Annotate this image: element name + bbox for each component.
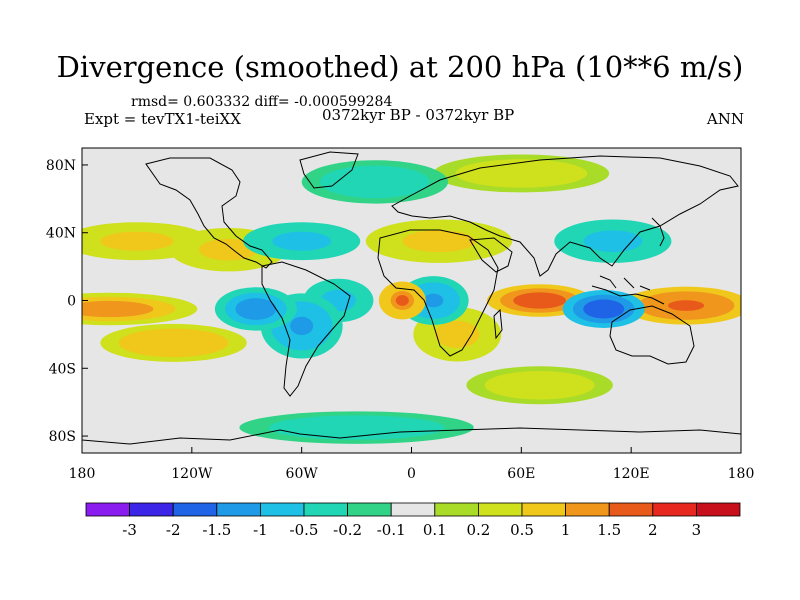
divergence-cell (466, 366, 613, 405)
contour-band (354, 175, 396, 188)
contour-band (668, 300, 705, 311)
contour-band (153, 337, 195, 349)
contour-band (84, 304, 135, 314)
plot-title: Divergence (smoothed) at 200 hPa (10**6 … (56, 50, 744, 84)
colorbar-label: -0.2 (333, 521, 362, 539)
x-axis: 180 120W 60W 0 60E 120E 180 (69, 447, 755, 482)
contour-band (423, 293, 444, 308)
colorbar-label: -1.5 (202, 521, 231, 539)
divergence-cell (554, 219, 672, 263)
colorbar-swatch (696, 502, 741, 517)
colorbar-label: 1 (561, 521, 571, 539)
coastline-japan (651, 217, 665, 247)
x-tick-label: 0 (407, 466, 416, 482)
divergence-cell (621, 286, 741, 325)
y-tick-label: 40N (46, 226, 76, 242)
contour-band (592, 303, 616, 315)
y-tick-label: 80S (49, 429, 76, 445)
colorbar-swatch (521, 502, 566, 517)
colorbar-swatch (390, 502, 436, 517)
colorbar-label: 2 (648, 521, 658, 539)
colorbar-swatch (565, 502, 610, 517)
colorbar-swatch (608, 502, 654, 517)
coastline-greenland (299, 151, 359, 189)
x-tick-label: 180 (69, 466, 96, 482)
divergence-cell (239, 411, 474, 444)
colorbar-label: -0.1 (377, 521, 406, 539)
colorbar-swatch (259, 502, 305, 517)
coastline-eurasia (391, 155, 739, 277)
colorbar-swatch (129, 502, 174, 517)
x-tick-label: 120W (171, 466, 213, 482)
contour-band (290, 316, 314, 336)
contour-band (496, 168, 546, 179)
divergence-cell (378, 281, 426, 320)
divergence-cell (243, 222, 361, 261)
colorbar-label: 0.5 (510, 521, 534, 539)
colorbar-label: 0.2 (466, 521, 490, 539)
coastline-antarctica (82, 427, 741, 445)
colorbar-label: -0.5 (290, 521, 319, 539)
season-label: ANN (706, 110, 744, 128)
coastline-south-america (261, 261, 351, 397)
colorbar-label: -1 (253, 521, 268, 539)
y-tick-label: 40S (49, 361, 76, 377)
y-tick-label: 80N (46, 158, 76, 174)
colorbar-label: 1.5 (597, 521, 621, 539)
colorbar-swatch (216, 502, 261, 517)
colorbar-swatch (477, 502, 523, 517)
colorbar: -3 -2 -1.5 -1 -0.5 -0.2 -0.1 0.1 0.2 0.5 1 1.5 2 3 (85, 502, 741, 539)
colorbar-swatch (85, 502, 130, 517)
y-axis: 80N 40N 0 40S 80S (46, 158, 88, 445)
x-tick-label: 60W (286, 466, 319, 482)
contour-band (244, 302, 268, 316)
divergence-cell (82, 292, 198, 326)
x-tick-label: 60E (507, 466, 535, 482)
stats-text: rmsd= 0.603332 diff= -0.000599284 (131, 94, 393, 110)
x-tick-label: 180 (728, 466, 755, 482)
contour-band (323, 423, 390, 433)
contour-band (116, 235, 158, 247)
divergence-cell (433, 154, 610, 193)
coastline-madagascar (493, 308, 503, 340)
divergence-cell (365, 219, 513, 263)
contour-band (596, 235, 630, 248)
coastlines (82, 151, 741, 445)
coastline-australia (609, 305, 695, 365)
divergence-field (82, 148, 741, 453)
divergence-cell (214, 287, 297, 331)
colorbar-label: -2 (166, 521, 181, 539)
divergence-cell (82, 222, 211, 261)
colorbar-swatch (347, 502, 392, 517)
colorbar-label: 0.1 (423, 521, 447, 539)
coastline-arabia (469, 237, 513, 273)
colorbar-swatch (303, 502, 348, 517)
divergence-cell (562, 289, 645, 328)
x-tick-label: 120E (613, 466, 650, 482)
contour-band (285, 235, 319, 247)
coastline-africa (377, 229, 499, 357)
colorbar-label: 3 (692, 521, 702, 539)
colorbar-swatch (172, 502, 218, 517)
contour-band (524, 295, 555, 306)
contour-band (328, 294, 349, 307)
divergence-cell (301, 160, 449, 204)
period-label: 0372kyr BP - 0372kyr BP (322, 106, 515, 124)
colorbar-swatch (434, 502, 479, 517)
divergence-cell (100, 323, 247, 362)
y-tick-label: 0 (67, 294, 76, 310)
contour-band (395, 295, 409, 306)
coastline-indonesia (591, 275, 665, 305)
contour-band (418, 235, 460, 248)
contour-band (444, 326, 470, 342)
experiment-label: Expt = tevTX1-teiXX (84, 110, 241, 128)
colorbar-swatch (652, 502, 697, 517)
colorbar-label: -3 (122, 521, 137, 539)
contour-band (519, 379, 561, 391)
